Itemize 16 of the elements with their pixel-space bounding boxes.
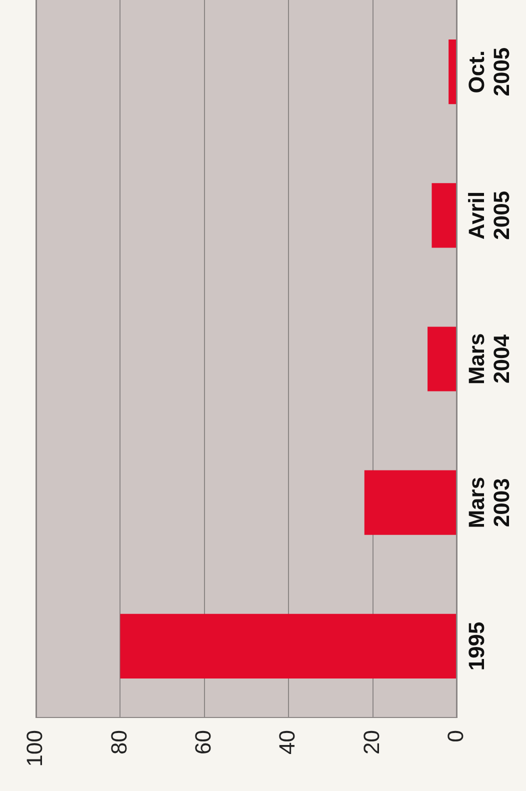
x-tick-label: 80: [106, 730, 132, 754]
x-tick-label: 60: [190, 730, 216, 754]
y-tick-label: Oct. 2005: [464, 47, 514, 96]
x-tick-label: 40: [274, 730, 300, 754]
bar: [364, 470, 456, 535]
bar: [448, 39, 456, 104]
y-tick-label: Mars 2003: [464, 476, 514, 528]
y-tick-label: Mars 2004: [464, 333, 514, 385]
x-tick-label: 100: [22, 730, 48, 767]
x-tick-label: 0: [443, 730, 468, 742]
y-tick-label: Avril 2005: [464, 190, 514, 240]
y-tick-label: 1995: [464, 622, 490, 671]
bar: [120, 614, 456, 679]
bar: [432, 183, 456, 248]
x-tick-label: 20: [358, 730, 384, 754]
bar: [428, 326, 456, 392]
